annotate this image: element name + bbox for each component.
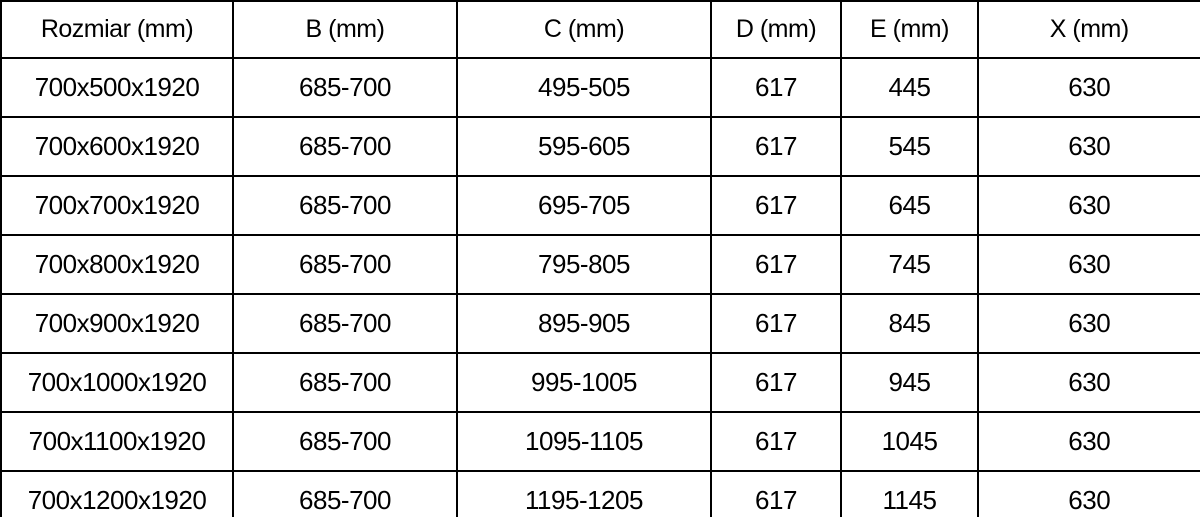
table-row: 700x1100x1920 685-700 1095-1105 617 1045 630 — [0, 411, 1200, 472]
value-cell: 617 — [710, 293, 842, 354]
value-cell: 795-805 — [456, 234, 712, 295]
value-cell: 685-700 — [232, 470, 458, 517]
value-cell: 630 — [977, 175, 1200, 236]
value-cell: 630 — [977, 470, 1200, 517]
size-cell: 700x600x1920 — [0, 116, 234, 177]
value-cell: 545 — [840, 116, 979, 177]
value-cell: 645 — [840, 175, 979, 236]
value-cell: 745 — [840, 234, 979, 295]
column-header-2: C (mm) — [456, 0, 712, 59]
column-header-5: X (mm) — [977, 0, 1200, 59]
column-header-4: E (mm) — [840, 0, 979, 59]
value-cell: 617 — [710, 116, 842, 177]
value-cell: 630 — [977, 411, 1200, 472]
size-cell: 700x1100x1920 — [0, 411, 234, 472]
value-cell: 995-1005 — [456, 352, 712, 413]
size-cell: 700x900x1920 — [0, 293, 234, 354]
value-cell: 1195-1205 — [456, 470, 712, 517]
value-cell: 685-700 — [232, 57, 458, 118]
value-cell: 617 — [710, 175, 842, 236]
table-row: 700x1200x1920 685-700 1195-1205 617 1145 630 — [0, 470, 1200, 517]
value-cell: 685-700 — [232, 175, 458, 236]
value-cell: 630 — [977, 352, 1200, 413]
table-row: 700x600x1920 685-700 595-605 617 545 630 — [0, 116, 1200, 177]
column-header-3: D (mm) — [710, 0, 842, 59]
value-cell: 617 — [710, 234, 842, 295]
value-cell: 630 — [977, 116, 1200, 177]
value-cell: 495-505 — [456, 57, 712, 118]
value-cell: 1095-1105 — [456, 411, 712, 472]
value-cell: 617 — [710, 352, 842, 413]
table-row: 700x500x1920 685-700 495-505 617 445 630 — [0, 57, 1200, 118]
value-cell: 685-700 — [232, 116, 458, 177]
table-row: 700x900x1920 685-700 895-905 617 845 630 — [0, 293, 1200, 354]
value-cell: 630 — [977, 234, 1200, 295]
value-cell: 685-700 — [232, 352, 458, 413]
table-body: 700x500x1920 685-700 495-505 617 445 630 700x6… — [0, 57, 1200, 517]
value-cell: 630 — [977, 57, 1200, 118]
value-cell: 945 — [840, 352, 979, 413]
value-cell: 685-700 — [232, 411, 458, 472]
size-cell: 700x1200x1920 — [0, 470, 234, 517]
value-cell: 845 — [840, 293, 979, 354]
table-row: 700x1000x1920 685-700 995-1005 617 945 630 — [0, 352, 1200, 413]
value-cell: 1145 — [840, 470, 979, 517]
value-cell: 1045 — [840, 411, 979, 472]
value-cell: 595-605 — [456, 116, 712, 177]
size-cell: 700x500x1920 — [0, 57, 234, 118]
column-header-0: Rozmiar (mm) — [0, 0, 234, 59]
value-cell: 895-905 — [456, 293, 712, 354]
value-cell: 630 — [977, 293, 1200, 354]
value-cell: 695-705 — [456, 175, 712, 236]
value-cell: 617 — [710, 411, 842, 472]
table-row: 700x700x1920 685-700 695-705 617 645 630 — [0, 175, 1200, 236]
value-cell: 617 — [710, 57, 842, 118]
table-row: 700x800x1920 685-700 795-805 617 745 630 — [0, 234, 1200, 295]
value-cell: 685-700 — [232, 293, 458, 354]
size-cell: 700x800x1920 — [0, 234, 234, 295]
header-row: Rozmiar (mm) B (mm) C (mm) D (mm) E (mm) X (m… — [0, 0, 1200, 59]
value-cell: 685-700 — [232, 234, 458, 295]
column-header-1: B (mm) — [232, 0, 458, 59]
size-cell: 700x700x1920 — [0, 175, 234, 236]
value-cell: 617 — [710, 470, 842, 517]
value-cell: 445 — [840, 57, 979, 118]
size-cell: 700x1000x1920 — [0, 352, 234, 413]
